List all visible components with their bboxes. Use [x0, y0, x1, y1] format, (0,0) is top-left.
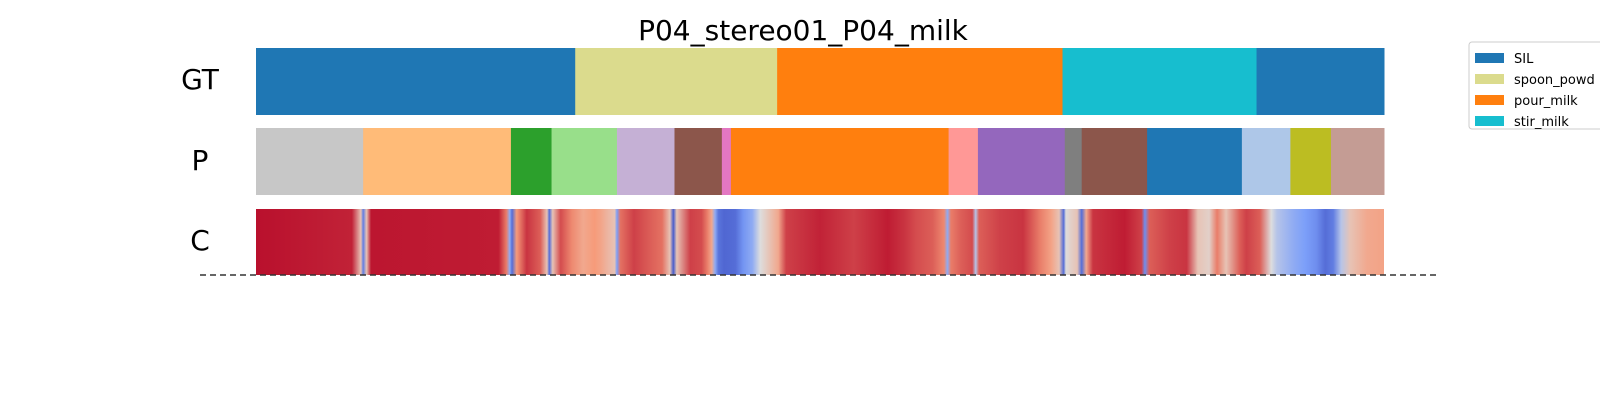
prediction-segment-4: [616, 128, 675, 195]
gt-segment-2: [777, 48, 1064, 115]
legend-label-3: stir_milk: [1514, 115, 1569, 130]
row-label-c: C: [190, 224, 210, 257]
legend-frame: [1468, 41, 1600, 130]
prediction-segment-12: [1147, 128, 1243, 195]
legend-label-0: SIL: [1514, 52, 1534, 67]
legend-label-1: spoon_powd: [1514, 73, 1595, 88]
prediction-segment-6: [721, 128, 732, 195]
gt-segment-3: [1062, 48, 1258, 115]
prediction-segment-10: [1064, 128, 1083, 195]
prediction-segment-3: [551, 128, 618, 195]
confidence-row: [256, 209, 1384, 275]
legend-label-2: pour_milk: [1514, 94, 1578, 109]
prediction-segment-13: [1241, 128, 1291, 195]
legend-swatch-2: [1475, 95, 1504, 105]
prediction-segment-9: [977, 128, 1066, 195]
gt-segment-1: [575, 48, 778, 115]
legend-swatch-3: [1475, 116, 1504, 126]
gt-segment-0: [256, 48, 576, 115]
prediction-segment-2: [510, 128, 553, 195]
row-label-p: P: [192, 144, 209, 177]
prediction-row: [256, 128, 1385, 195]
chart-title: P04_stereo01_P04_milk: [638, 14, 969, 47]
prediction-segment-0: [256, 128, 364, 195]
prediction-segment-1: [363, 128, 512, 195]
row-label-gt: GT: [181, 63, 220, 96]
legend-swatch-1: [1475, 74, 1504, 84]
prediction-segment-14: [1290, 128, 1332, 195]
prediction-segment-15: [1330, 128, 1385, 195]
prediction-segment-5: [674, 128, 723, 195]
legend-swatch-0: [1475, 53, 1504, 63]
gt-row: [256, 48, 1385, 115]
prediction-segment-11: [1081, 128, 1148, 195]
prediction-segment-7: [730, 128, 950, 195]
prediction-segment-8: [948, 128, 979, 195]
legend: SIL spoon_powd pour_milk stir_milk: [1468, 41, 1600, 130]
gt-segment-4: [1256, 48, 1385, 115]
